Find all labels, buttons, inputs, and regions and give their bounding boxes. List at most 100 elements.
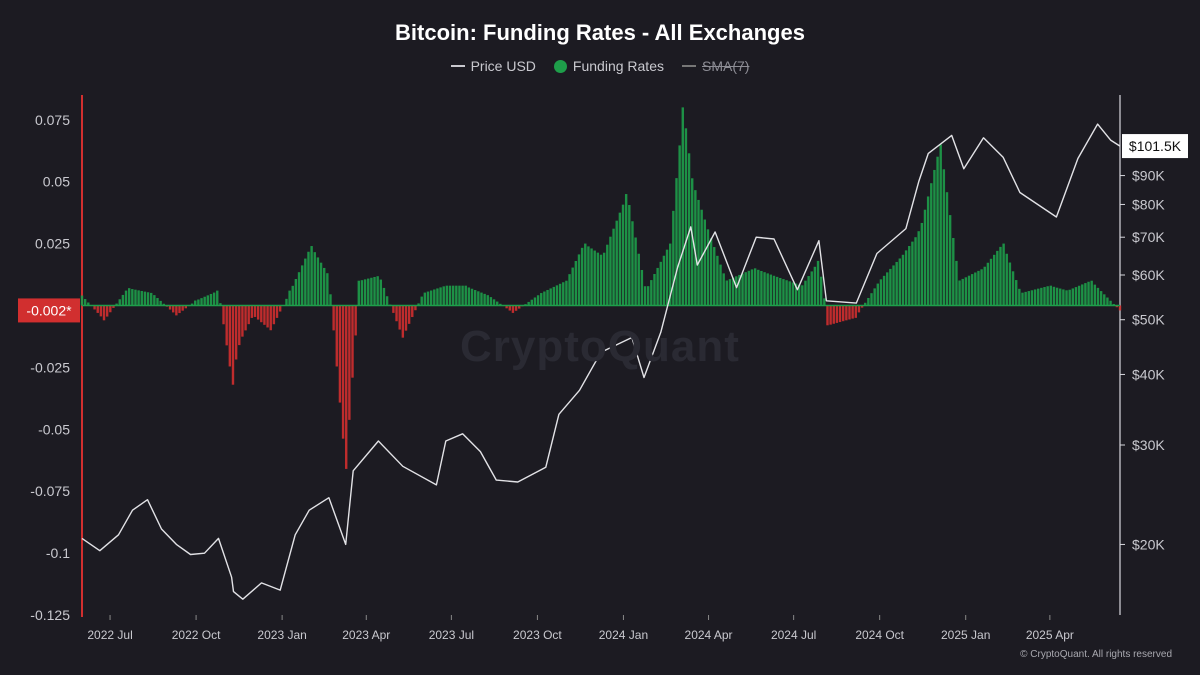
funding-rate-bar <box>127 288 131 306</box>
legend-item-funding[interactable]: Funding Rates <box>553 58 664 74</box>
copyright-credit: © CryptoQuant. All rights reserved <box>1020 649 1172 660</box>
funding-rate-bar <box>989 258 993 306</box>
funding-rate-bar <box>621 204 625 306</box>
funding-rate-bar <box>672 210 675 306</box>
funding-rate-bar <box>823 298 826 306</box>
funding-rate-bar <box>307 251 310 306</box>
funding-rate-bar <box>1021 292 1024 306</box>
funding-rate-bar <box>455 285 458 306</box>
funding-rate-bar <box>300 265 304 306</box>
funding-rate-bar <box>234 305 238 360</box>
funding-rate-bar <box>291 285 294 306</box>
funding-rate-bar <box>247 305 250 325</box>
funding-rate-bar <box>694 190 697 306</box>
funding-rate-bar <box>253 305 257 317</box>
funding-rate-bar <box>744 272 747 306</box>
funding-rate-bar <box>168 305 172 310</box>
funding-rate-bar <box>562 282 565 306</box>
funding-rate-bar <box>514 305 518 311</box>
funding-rate-bar <box>1043 287 1046 306</box>
funding-rate-bar <box>628 205 631 306</box>
funding-rate-bar <box>728 279 732 306</box>
funding-rate-bar <box>574 260 578 306</box>
funding-rate-bar <box>716 255 719 306</box>
funding-rate-bar <box>782 279 785 306</box>
funding-rate-bar <box>354 305 357 336</box>
funding-rate-bar <box>93 305 96 310</box>
funding-rate-bar <box>936 156 939 306</box>
chart-legend: Price USD Funding Rates SMA(7) <box>0 58 1200 74</box>
funding-rate-bar <box>713 247 716 306</box>
funding-rate-bar <box>260 305 263 323</box>
funding-rate-bar <box>684 128 688 306</box>
left-tick-label: 0.025 <box>35 236 70 252</box>
funding-rate-bar <box>845 305 848 321</box>
funding-rate-bar <box>323 267 326 306</box>
funding-rate-bar <box>492 299 496 306</box>
x-tick-label: 2024 Oct <box>855 628 904 642</box>
legend-item-price[interactable]: Price USD <box>450 58 536 74</box>
funding-rate-bar <box>518 305 521 309</box>
left-tick-label: 0.05 <box>43 174 70 190</box>
funding-rate-bar <box>1059 288 1062 306</box>
left-tick-label: -0.025 <box>30 359 70 375</box>
funding-rate-bar <box>426 291 430 306</box>
funding-rate-bar <box>250 305 254 318</box>
funding-rate-bar <box>917 231 920 306</box>
funding-rate-bar <box>153 295 156 306</box>
funding-rate-bar <box>134 289 137 306</box>
funding-rate-bar <box>310 246 313 306</box>
right-tick-label: $90K <box>1132 168 1165 184</box>
funding-rate-bar <box>923 209 927 306</box>
funding-rate-bar <box>1027 291 1030 306</box>
funding-rate-bar <box>687 153 691 306</box>
funding-rate-bar <box>370 277 373 306</box>
funding-rate-bar <box>150 292 153 306</box>
funding-rate-bar <box>1115 305 1119 308</box>
funding-rate-bar <box>1109 300 1112 306</box>
funding-rate-bar <box>750 269 754 306</box>
funding-rate-bar <box>609 236 612 306</box>
right-tick-label: $40K <box>1132 366 1165 382</box>
funding-rate-bar <box>599 254 603 306</box>
funding-rate-bar <box>1093 284 1097 306</box>
funding-rate-bar <box>146 292 150 306</box>
funding-rate-bar <box>288 290 291 306</box>
funding-rate-bar <box>367 278 370 306</box>
funding-rate-bar <box>955 260 958 306</box>
funding-rate-bar <box>580 247 584 306</box>
funding-rate-bar <box>269 305 272 331</box>
sma-line-icon <box>681 65 696 67</box>
funding-rate-bar <box>181 305 184 311</box>
funding-rate-bar <box>1106 297 1109 306</box>
funding-rate-bar <box>584 243 587 306</box>
funding-rate-bar <box>203 296 206 306</box>
funding-rate-bar <box>810 271 813 306</box>
funding-rate-bar <box>974 272 977 306</box>
funding-rate-bar <box>1096 287 1100 306</box>
funding-rate-bar <box>467 287 471 306</box>
funding-rate-bar <box>980 269 983 306</box>
funding-rate-bar <box>769 274 773 306</box>
funding-rate-bar <box>508 305 511 311</box>
funding-rate-bar <box>791 282 795 306</box>
funding-rate-bar <box>662 255 666 306</box>
funding-rate-bar <box>735 276 738 306</box>
funding-rate-bar <box>1049 285 1052 306</box>
legend-item-sma[interactable]: SMA(7) <box>681 58 749 74</box>
funding-rate-bar <box>829 305 832 325</box>
funding-rate-bar <box>892 265 895 306</box>
funding-rate-bar <box>709 238 713 306</box>
funding-rate-bar <box>175 305 178 316</box>
funding-rate-bar <box>565 280 568 306</box>
left-tick-label: -0.05 <box>38 421 70 437</box>
funding-rate-bar <box>1024 291 1027 306</box>
funding-rate-bar <box>1071 288 1075 306</box>
funding-rate-bar <box>1052 286 1056 306</box>
funding-rate-bar <box>1087 281 1090 306</box>
x-tick-label: 2023 Jul <box>429 628 474 642</box>
funding-rate-bar <box>184 305 187 309</box>
funding-rate-bar <box>140 290 143 306</box>
funding-rate-bar <box>345 305 348 469</box>
funding-rate-bar <box>96 305 99 313</box>
